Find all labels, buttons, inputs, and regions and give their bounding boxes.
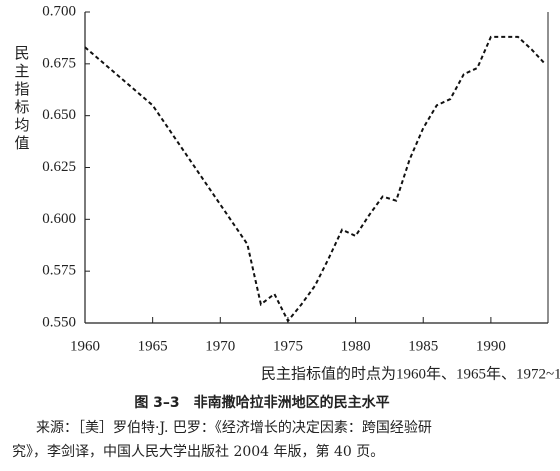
data-line <box>84 35 546 323</box>
y-tick-label: 0.625 <box>42 159 76 175</box>
caption: 图 3–3 非南撒哈拉非洲地区的民主水平 <box>134 394 389 411</box>
y-tick-label: 0.575 <box>42 263 76 279</box>
source-line: 究》，李剑译，中国人民大学出版社 2004 年版，第 40 页。 <box>12 443 384 460</box>
x-tick-label: 1975 <box>273 338 303 354</box>
y-axis-label: 民主指标均值 <box>14 46 29 152</box>
x-tick-label: 1990 <box>476 338 506 354</box>
x-tick-label: 1970 <box>205 338 235 354</box>
x-tick-label: 1965 <box>138 338 168 354</box>
x-tick-label: 1980 <box>341 338 371 354</box>
x-tick-label: 1985 <box>408 338 438 354</box>
source-line: 来源：［美］罗伯特·J. 巴罗：《经济增长的决定因素：跨国经验研 <box>36 420 432 436</box>
y-tick-label: 0.675 <box>42 55 76 71</box>
x-axis-label: 民主指标值的时点为1960年、1965年、1972~1994年 <box>261 365 560 382</box>
y-tick-label: 0.700 <box>42 3 76 19</box>
y-tick-label: 0.650 <box>42 107 76 123</box>
y-tick-label: 0.600 <box>42 211 76 227</box>
y-tick-label: 0.550 <box>42 314 76 330</box>
x-tick-label: 1960 <box>70 338 100 354</box>
